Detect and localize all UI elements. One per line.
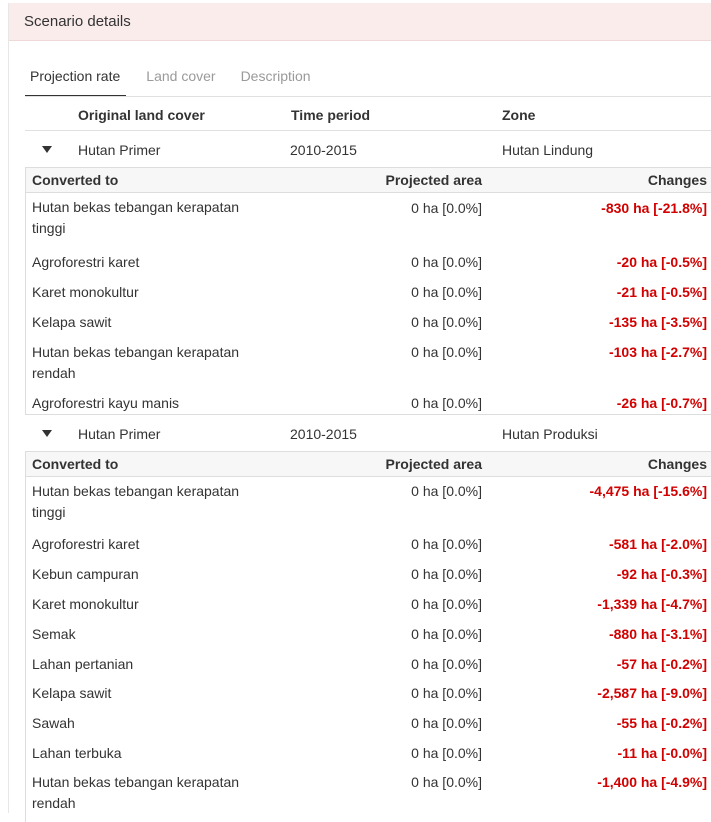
table-row: Hutan bekas tebangan kerapatan rendah 0 … xyxy=(26,338,711,389)
projected-area-cell: 0 ha [0.0%] xyxy=(411,254,482,270)
projected-area-cell: 0 ha [0.0%] xyxy=(411,566,482,582)
converted-to-cell: Hutan bekas tebangan kerapatan rendah xyxy=(32,774,240,811)
converted-to-cell: Agroforestri kayu manis xyxy=(32,395,180,411)
change-cell: -20 ha [-0.5%] xyxy=(616,254,707,270)
converted-to-cell: Karet monokultur xyxy=(32,596,139,612)
projected-area-cell: 0 ha [0.0%] xyxy=(411,626,482,642)
table-row: Kelapa sawit 0 ha [0.0%] -135 ha [-3.5%] xyxy=(26,308,711,338)
table-row: Sawah 0 ha [0.0%] -55 ha [-0.2%] xyxy=(26,709,711,739)
conversion-table: Converted to Projected area Changes Huta… xyxy=(25,451,711,822)
projected-area-cell: 0 ha [0.0%] xyxy=(411,536,482,552)
change-cell: -135 ha [-3.5%] xyxy=(608,314,707,330)
projected-area-cell: 0 ha [0.0%] xyxy=(411,715,482,731)
change-cell: -1,339 ha [-4.7%] xyxy=(597,596,707,612)
converted-to-cell: Hutan bekas tebangan kerapatan tinggi xyxy=(32,483,240,520)
table-row: Lahan pertanian 0 ha [0.0%] -57 ha [-0.2… xyxy=(26,650,711,679)
table-row: Hutan bekas tebangan kerapatan tinggi 0 … xyxy=(26,477,711,530)
panel-header: Scenario details xyxy=(9,3,711,41)
group-land-cover: Hutan Primer xyxy=(78,426,161,442)
column-time-period: Time period xyxy=(291,107,371,123)
change-cell: -1,400 ha [-4.9%] xyxy=(597,774,707,790)
table-row: Karet monokultur 0 ha [0.0%] -21 ha [-0.… xyxy=(26,278,711,308)
projected-area-cell: 0 ha [0.0%] xyxy=(411,314,482,330)
table-header: Original land cover Time period Zone xyxy=(25,100,711,131)
converted-to-cell: Sawah xyxy=(32,715,75,731)
tabs-divider xyxy=(25,96,711,97)
projected-area-cell: 0 ha [0.0%] xyxy=(411,284,482,300)
change-cell: -103 ha [-2.7%] xyxy=(608,344,707,360)
table-row: Agroforestri kayu manis 0 ha [0.0%] -26 … xyxy=(26,389,711,419)
group-land-cover: Hutan Primer xyxy=(78,142,161,158)
change-cell: -830 ha [-21.8%] xyxy=(601,200,707,216)
converted-to-cell: Agroforestri karet xyxy=(32,536,140,552)
group-time-period: 2010-2015 xyxy=(290,426,357,442)
column-original-land-cover: Original land cover xyxy=(78,107,205,123)
column-changes: Changes xyxy=(647,172,707,188)
converted-to-cell: Kebun campuran xyxy=(32,566,139,582)
group-row[interactable]: Hutan Primer 2010-2015 Hutan Produksi xyxy=(25,415,711,451)
column-zone: Zone xyxy=(502,107,536,123)
projected-area-cell: 0 ha [0.0%] xyxy=(411,483,482,499)
conversion-table-header: Converted to Projected area Changes xyxy=(26,452,711,477)
converted-to-cell: Kelapa sawit xyxy=(32,314,112,330)
projected-area-cell: 0 ha [0.0%] xyxy=(411,656,482,672)
change-cell: -2,587 ha [-9.0%] xyxy=(597,685,707,701)
projected-area-cell: 0 ha [0.0%] xyxy=(411,200,482,216)
converted-to-cell: Hutan bekas tebangan kerapatan tinggi xyxy=(32,199,240,236)
table-row: Kebun campuran 0 ha [0.0%] -92 ha [-0.3%… xyxy=(26,560,711,590)
projected-area-cell: 0 ha [0.0%] xyxy=(411,685,482,701)
group-zone: Hutan Produksi xyxy=(502,426,598,442)
change-cell: -55 ha [-0.2%] xyxy=(616,715,707,731)
scenario-details-panel: Scenario details Projection rate Land co… xyxy=(8,3,711,822)
table-row: Agroforestri karet 0 ha [0.0%] -581 ha [… xyxy=(26,530,711,560)
change-cell: -21 ha [-0.5%] xyxy=(616,284,707,300)
table-row: Hutan bekas tebangan kerapatan tinggi 0 … xyxy=(26,193,711,248)
converted-to-cell: Semak xyxy=(32,626,76,642)
change-cell: -4,475 ha [-15.6%] xyxy=(589,483,708,499)
column-converted-to: Converted to xyxy=(32,172,119,188)
table-row: Kelapa sawit 0 ha [0.0%] -2,587 ha [-9.0… xyxy=(26,679,711,709)
change-cell: -92 ha [-0.3%] xyxy=(616,566,707,582)
tab-land-cover[interactable]: Land cover xyxy=(146,68,216,84)
change-cell: -11 ha [-0.0%] xyxy=(617,745,707,761)
converted-to-cell: Hutan bekas tebangan kerapatan rendah xyxy=(32,344,240,381)
change-cell: -880 ha [-3.1%] xyxy=(608,626,707,642)
conversion-table: Converted to Projected area Changes Huta… xyxy=(25,167,711,415)
conversion-table-header: Converted to Projected area Changes xyxy=(26,168,711,193)
panel-title: Scenario details xyxy=(24,13,131,30)
tab-projection-rate[interactable]: Projection rate xyxy=(25,65,127,97)
group-row[interactable]: Hutan Primer 2010-2015 Hutan Lindung xyxy=(25,131,711,167)
group-time-period: 2010-2015 xyxy=(290,142,357,158)
projected-area-cell: 0 ha [0.0%] xyxy=(411,745,482,761)
column-converted-to: Converted to xyxy=(32,456,119,472)
converted-to-cell: Kelapa sawit xyxy=(32,685,112,701)
tab-bar: Projection rate Land cover Description xyxy=(25,65,331,97)
table-row: Hutan bekas tebangan kerapatan rendah 0 … xyxy=(26,768,711,818)
column-projected-area: Projected area xyxy=(385,456,483,472)
column-changes: Changes xyxy=(647,456,707,472)
table-row: Lahan terbuka 0 ha [0.0%] -11 ha [-0.0%] xyxy=(26,739,711,768)
caret-down-icon[interactable] xyxy=(42,146,52,153)
change-cell: -581 ha [-2.0%] xyxy=(608,536,707,552)
group-zone: Hutan Lindung xyxy=(502,142,594,158)
tab-description[interactable]: Description xyxy=(240,68,311,84)
projected-area-cell: 0 ha [0.0%] xyxy=(411,774,482,790)
change-cell: -26 ha [-0.7%] xyxy=(616,395,707,411)
table-row: Semak 0 ha [0.0%] -880 ha [-3.1%] xyxy=(26,620,711,650)
converted-to-cell: Lahan terbuka xyxy=(32,745,122,761)
converted-to-cell: Agroforestri karet xyxy=(32,254,140,270)
change-cell: -57 ha [-0.2%] xyxy=(616,656,707,672)
table-row: Karet monokultur 0 ha [0.0%] -1,339 ha [… xyxy=(26,590,711,620)
projected-area-cell: 0 ha [0.0%] xyxy=(411,395,482,411)
converted-to-cell: Karet monokultur xyxy=(32,284,139,300)
projected-area-cell: 0 ha [0.0%] xyxy=(411,344,482,360)
caret-down-icon[interactable] xyxy=(42,430,52,437)
converted-to-cell: Lahan pertanian xyxy=(32,656,134,672)
table-row: Agroforestri karet 0 ha [0.0%] -20 ha [-… xyxy=(26,248,711,278)
column-projected-area: Projected area xyxy=(385,172,483,188)
projected-area-cell: 0 ha [0.0%] xyxy=(411,596,482,612)
